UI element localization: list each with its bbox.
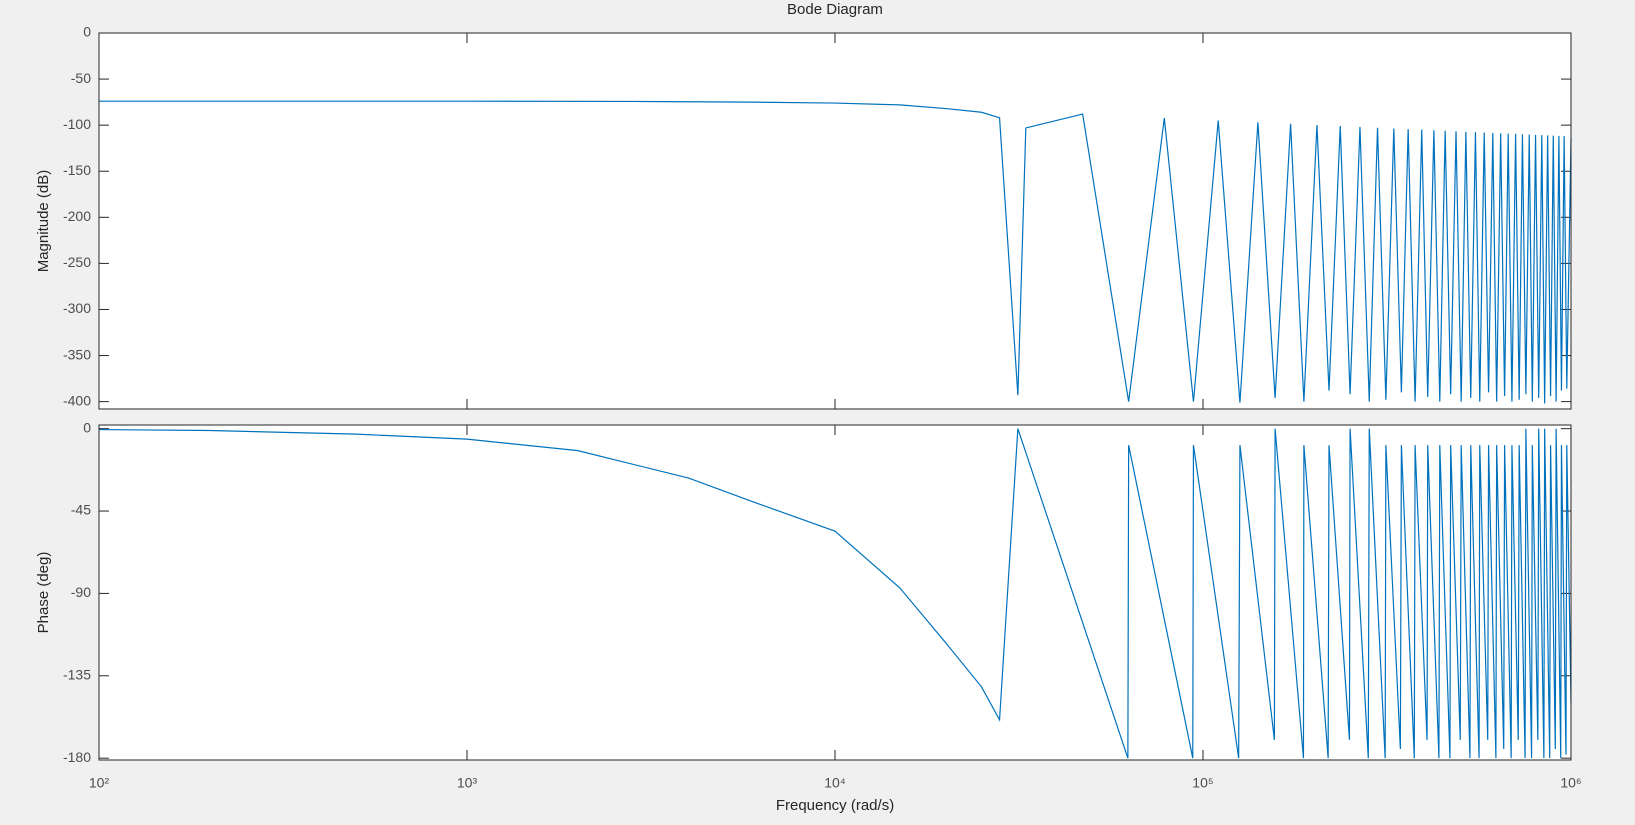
y-tick-label: -100	[63, 116, 91, 132]
x-tick-label: 10²	[89, 775, 110, 791]
y-axis-label: Phase (deg)	[35, 552, 52, 634]
y-tick-label: -135	[63, 666, 91, 682]
y-tick-label: -90	[71, 584, 91, 600]
axes-box	[98, 424, 1572, 761]
x-tick-label: 10⁵	[1192, 775, 1213, 791]
y-tick-label: 0	[83, 24, 91, 40]
x-tick-label: 10⁶	[1560, 775, 1581, 791]
y-tick-label: -350	[63, 346, 91, 362]
axes-box	[98, 32, 1572, 410]
y-tick-label: 0	[83, 419, 91, 435]
plot-area	[99, 33, 1571, 409]
y-tick-label: -150	[63, 162, 91, 178]
plot-area	[99, 425, 1571, 760]
chart-title: Bode Diagram	[787, 1, 883, 18]
y-tick-label: -400	[63, 392, 91, 408]
y-axis-label: Magnitude (dB)	[35, 170, 52, 273]
x-tick-label: 10⁴	[824, 775, 846, 791]
data-line	[98, 428, 1572, 759]
data-line	[99, 100, 1572, 404]
y-tick-label: -300	[63, 300, 91, 316]
y-tick-label: -45	[71, 502, 91, 518]
y-tick-label: -180	[63, 749, 91, 765]
x-tick-label: 10³	[457, 775, 478, 791]
y-tick-label: -50	[71, 70, 91, 86]
x-axis-label: Frequency (rad/s)	[776, 797, 894, 814]
y-tick-label: -200	[63, 208, 91, 224]
y-tick-label: -250	[63, 254, 91, 270]
